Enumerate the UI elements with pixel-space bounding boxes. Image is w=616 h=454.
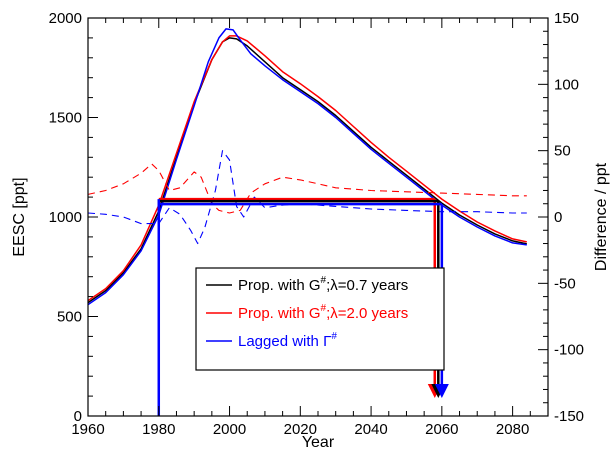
series-line-1 — [88, 35, 527, 302]
series-line-3 — [88, 163, 527, 214]
threshold-arrow-2 — [434, 384, 449, 398]
y2-tick-label-0: -150 — [554, 408, 584, 425]
x-tick-label-6: 2080 — [496, 421, 529, 438]
legend: Prop. with G#;λ=0.7 years Prop. with G#;λ… — [195, 267, 445, 371]
legend-label-2: Lagged with Γ# — [238, 331, 337, 350]
x-tick-label-4: 2040 — [354, 421, 387, 438]
x-axis-title: Year — [302, 434, 335, 451]
x-tick-label-5: 2060 — [425, 421, 458, 438]
x-tick-label-3: 2020 — [284, 421, 317, 438]
legend-box — [195, 267, 445, 371]
y-tick-label-4: 2000 — [49, 10, 82, 27]
y-tick-label-1: 500 — [57, 309, 82, 326]
x-tick-label-2: 2000 — [213, 421, 246, 438]
plot-area — [88, 28, 527, 416]
y2-tick-label-4: 50 — [554, 143, 571, 160]
y-tick-label-3: 1500 — [49, 110, 82, 127]
series-line-4 — [88, 150, 527, 245]
plot-layer — [88, 28, 527, 416]
y2-axis-title: Difference / ppt — [593, 162, 610, 271]
x-tick-label-1: 1980 — [142, 421, 175, 438]
x-tick-label-0: 1960 — [71, 421, 104, 438]
axes-layer: 1960 1980 2000 2020 2040 2060 2080050010001500… — [11, 10, 610, 451]
y-tick-label-2: 1000 — [49, 209, 82, 226]
y-tick-label-0: 0 — [74, 408, 82, 425]
y2-tick-label-1: -100 — [554, 342, 584, 359]
y-axis-title: EESC [ppt] — [11, 177, 28, 256]
y2-tick-label-6: 150 — [554, 10, 579, 27]
y2-tick-label-3: 0 — [554, 209, 562, 226]
y2-tick-label-5: 100 — [554, 76, 579, 93]
legend-label-1: Prop. with G#;λ=2.0 years — [238, 303, 408, 322]
series-line-0 — [88, 37, 527, 304]
legend-label-0: Prop. with G#;λ=0.7 years — [238, 275, 408, 294]
series-line-2 — [88, 28, 527, 306]
y2-tick-label-2: -50 — [554, 275, 576, 292]
